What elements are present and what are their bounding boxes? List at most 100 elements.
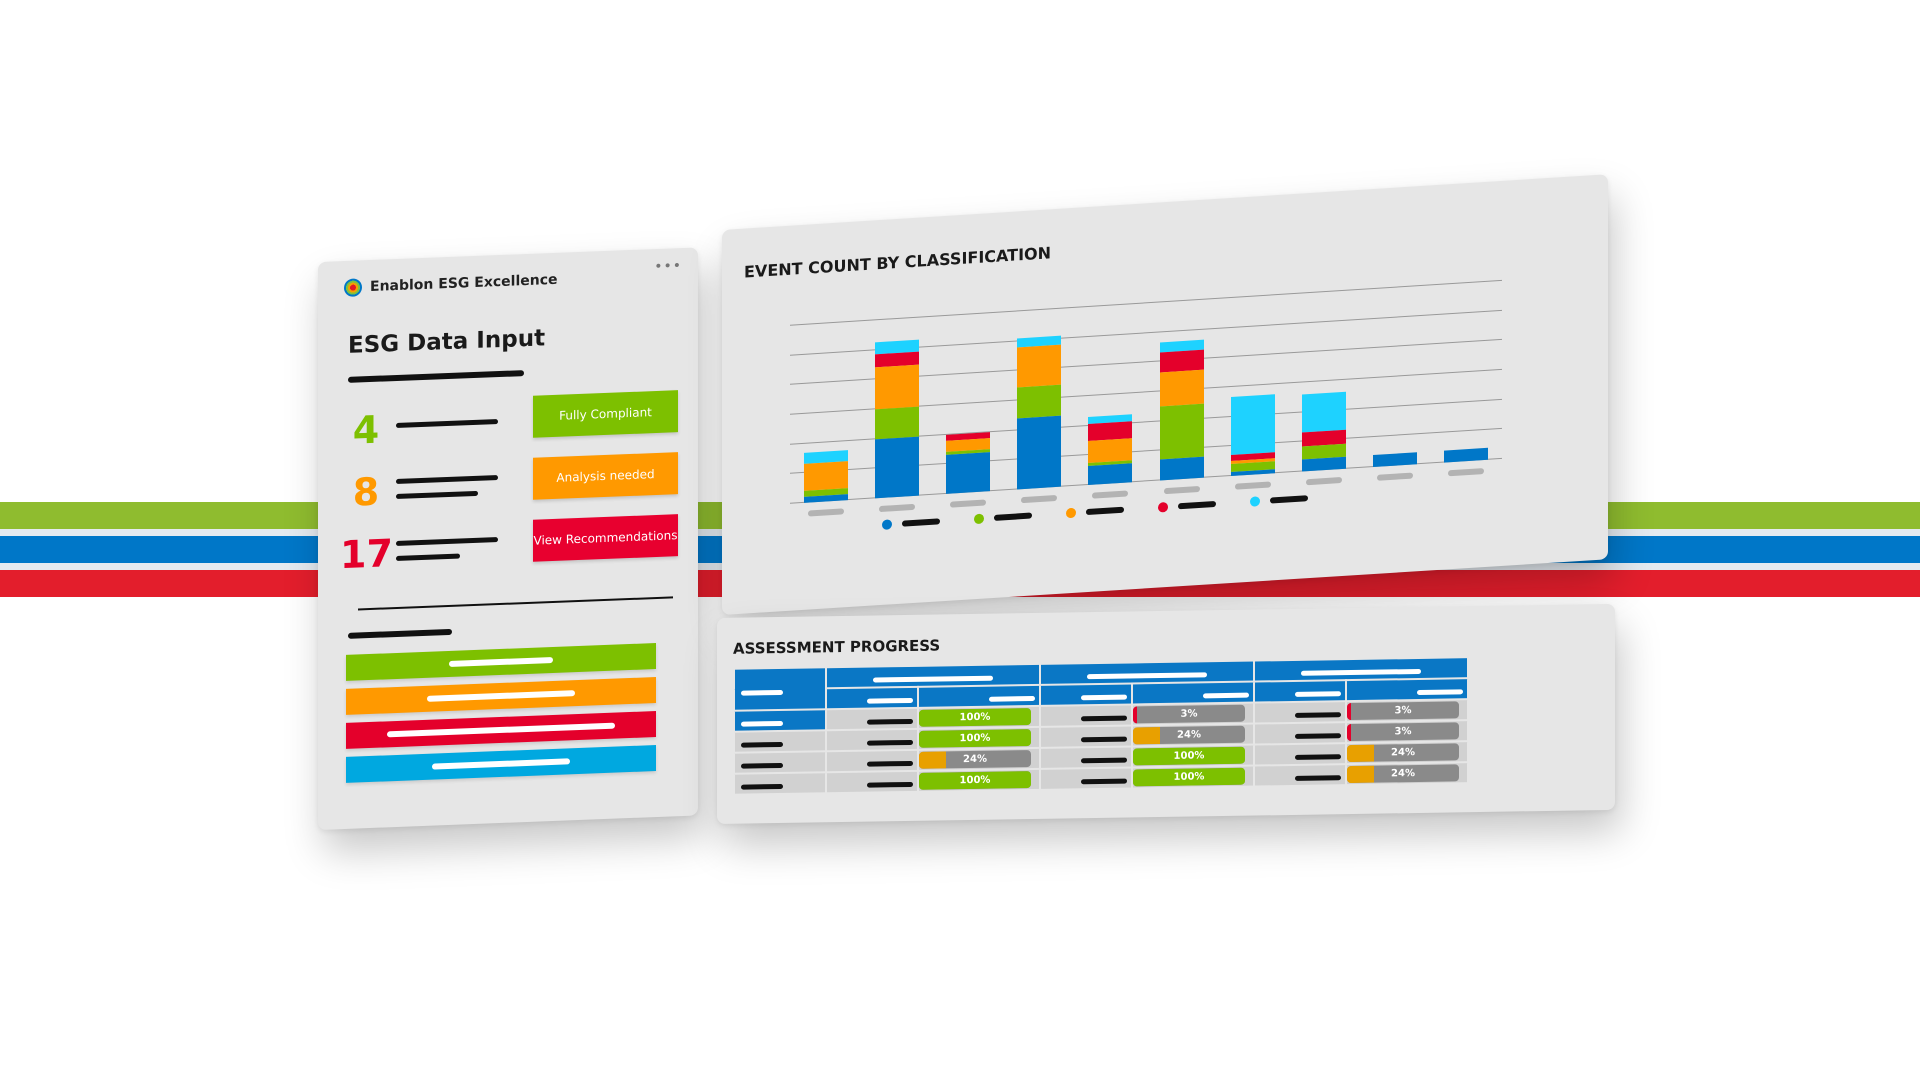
x-axis-label-placeholder	[1448, 468, 1485, 477]
progress-label: 100%	[1173, 771, 1205, 783]
cell-label-placeholder	[867, 760, 913, 767]
bar-segment-orange	[1088, 437, 1133, 463]
legend-item-cyan[interactable]	[1250, 493, 1308, 507]
cell-label-placeholder	[1295, 712, 1341, 718]
legend-label-placeholder	[1178, 500, 1216, 510]
bar-7[interactable]	[1230, 394, 1275, 476]
progress-bar: 24%	[1347, 743, 1459, 763]
cell-label-placeholder	[741, 762, 783, 769]
bar-10[interactable]	[1444, 447, 1489, 463]
metric-label-placeholder	[396, 537, 498, 562]
progress-label: 24%	[1391, 768, 1415, 780]
legend-item-orange[interactable]	[1066, 505, 1124, 519]
bar-segment-cyan	[1230, 394, 1275, 456]
header-label-placeholder	[989, 696, 1035, 702]
legend-label-placeholder	[1270, 495, 1308, 504]
gridline	[790, 279, 1502, 326]
category-bar-orange[interactable]	[346, 677, 656, 715]
bar-segment-green	[1159, 403, 1204, 460]
legend-label-placeholder	[1086, 506, 1124, 516]
chart-title: EVENT COUNT BY CLASSIFICATION	[744, 243, 1052, 282]
bar-segment-blue	[803, 494, 848, 503]
progress-label: 3%	[1394, 705, 1412, 717]
metric-row-analysis: 8 Analysis needed	[346, 452, 678, 515]
x-axis-label-placeholder	[1021, 494, 1058, 504]
progress-cell: 3%	[1132, 702, 1254, 726]
header-label-placeholder	[1081, 694, 1127, 701]
header-label-placeholder	[1417, 689, 1463, 696]
progress-bar: 100%	[1133, 767, 1245, 787]
value-cell	[1254, 722, 1346, 745]
progress-cell: 3%	[1346, 699, 1468, 723]
bar-3[interactable]	[946, 431, 990, 494]
event-count-chart-card: EVENT COUNT BY CLASSIFICATION	[722, 174, 1608, 615]
value-cell	[826, 749, 918, 773]
section-divider	[358, 596, 673, 611]
analysis-needed-button[interactable]: Analysis needed	[533, 452, 678, 500]
progress-cell: 100%	[918, 768, 1040, 792]
legend-item-blue[interactable]	[882, 516, 940, 530]
enablon-logo-icon	[344, 278, 362, 298]
bar-8[interactable]	[1302, 391, 1346, 472]
progress-cell: 100%	[918, 726, 1040, 750]
progress-label: 100%	[959, 711, 991, 724]
row-label-cell	[734, 730, 826, 753]
bar-5[interactable]	[1088, 413, 1133, 485]
cell-label-placeholder	[1081, 778, 1127, 785]
bar-9[interactable]	[1373, 452, 1418, 468]
card-title: ESG Data Input	[348, 325, 546, 359]
legend-dot-icon	[1250, 496, 1260, 507]
progress-label: 3%	[1180, 708, 1198, 720]
bar-segment-orange	[1017, 344, 1062, 388]
progress-cell: 24%	[1346, 762, 1468, 786]
value-cell	[1040, 704, 1132, 727]
value-cell	[826, 728, 918, 752]
progress-cell: 100%	[1132, 744, 1254, 768]
category-label-placeholder	[432, 758, 570, 770]
progress-cell: 24%	[1346, 741, 1468, 765]
x-axis-label-placeholder	[878, 503, 915, 513]
bar-4[interactable]	[1017, 335, 1062, 490]
bar-segment-orange	[874, 365, 919, 410]
bar-1[interactable]	[803, 449, 848, 503]
category-label-placeholder	[427, 690, 575, 702]
bar-6[interactable]	[1159, 339, 1204, 481]
legend-item-green[interactable]	[974, 510, 1032, 525]
progress-bar: 3%	[1133, 704, 1245, 724]
cell-label-placeholder	[1295, 754, 1341, 760]
view-recommendations-button[interactable]: View Recommendations	[533, 514, 678, 562]
progress-cell: 100%	[918, 705, 1040, 729]
subheader-cell	[1346, 678, 1468, 702]
cell-label-placeholder	[867, 718, 913, 725]
legend-label-placeholder	[902, 518, 940, 527]
subheader-cell	[918, 684, 1040, 708]
progress-bar: 24%	[919, 750, 1031, 769]
cell-label-placeholder	[741, 783, 783, 790]
progress-label: 24%	[1177, 729, 1201, 741]
progress-cell: 24%	[918, 747, 1040, 771]
legend-label-placeholder	[994, 512, 1032, 521]
header-label-placeholder	[1087, 672, 1207, 680]
x-axis-label-placeholder	[1092, 490, 1129, 499]
category-bar-green[interactable]	[346, 643, 656, 681]
category-bar-red[interactable]	[346, 711, 656, 749]
category-label-placeholder	[449, 656, 553, 667]
value-cell	[1040, 746, 1132, 769]
bar-2[interactable]	[874, 339, 919, 499]
progress-bar: 100%	[919, 708, 1031, 727]
metric-value: 4	[352, 407, 380, 453]
fully-compliant-button[interactable]: Fully Compliant	[533, 390, 678, 438]
table-title: ASSESSMENT PROGRESS	[733, 636, 941, 658]
cell-label-placeholder	[1081, 757, 1127, 764]
value-cell	[1040, 725, 1132, 748]
bar-segment-blue	[946, 452, 990, 494]
row-label-cell	[734, 709, 826, 732]
legend-item-red[interactable]	[1158, 499, 1216, 513]
metric-value: 8	[352, 469, 380, 515]
progress-label: 100%	[959, 732, 991, 745]
bar-segment-blue	[1373, 452, 1418, 468]
more-dots-icon[interactable]: •••	[654, 258, 682, 276]
category-bar-blue[interactable]	[346, 745, 656, 783]
cell-label-placeholder	[1295, 775, 1341, 781]
progress-cell: 100%	[1132, 765, 1254, 789]
